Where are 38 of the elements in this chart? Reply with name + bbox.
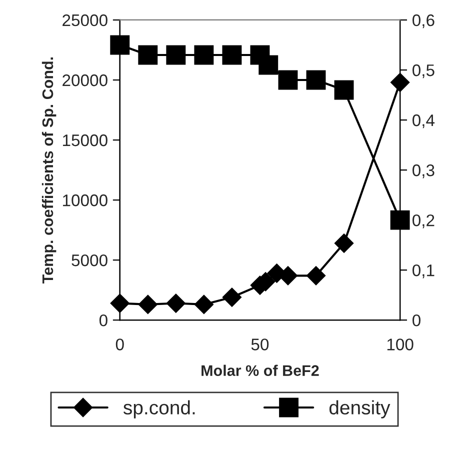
y2-tick-label: 0,6 bbox=[412, 14, 434, 28]
x-axis-title: Molar % of BeF2 bbox=[202, 364, 319, 376]
point bbox=[258, 55, 278, 75]
y2-tick-label: 0,1 bbox=[412, 264, 434, 278]
point bbox=[138, 294, 158, 314]
y-tick-label: 25000 bbox=[62, 14, 108, 26]
x-tick-label: 0 bbox=[116, 338, 124, 350]
point bbox=[306, 70, 326, 90]
y2-tick-label: 0,5 bbox=[412, 64, 434, 78]
point bbox=[222, 288, 242, 307]
point bbox=[390, 210, 410, 230]
y-tick-label: 15000 bbox=[63, 134, 108, 146]
y-tick-label: 0 bbox=[99, 314, 108, 326]
point bbox=[334, 234, 354, 253]
y-tick-label: 10000 bbox=[63, 194, 108, 206]
point bbox=[138, 45, 158, 65]
x-tick-label: 100 bbox=[387, 338, 414, 350]
y-tick-label: 5000 bbox=[72, 254, 108, 266]
point bbox=[194, 294, 214, 314]
point bbox=[110, 294, 130, 313]
point bbox=[334, 80, 354, 100]
point bbox=[222, 45, 242, 65]
legend-label: sp.cond. bbox=[123, 400, 195, 418]
point bbox=[278, 70, 298, 90]
point bbox=[110, 35, 130, 55]
y-axis-title: Temp. coefficients of Sp. Cond. bbox=[42, 57, 56, 284]
legend-label: density bbox=[329, 400, 390, 418]
point bbox=[166, 294, 186, 313]
y2-tick-label: 0,2 bbox=[412, 214, 434, 228]
y-tick-label: 20000 bbox=[62, 74, 108, 86]
y2-tick-label: 0,4 bbox=[412, 114, 435, 128]
y2-tick-label: 0,3 bbox=[412, 164, 434, 178]
point bbox=[194, 45, 214, 65]
point bbox=[390, 72, 410, 92]
x-tick-label: 50 bbox=[251, 338, 269, 350]
point bbox=[166, 45, 186, 65]
y2-tick-label: 0 bbox=[412, 314, 420, 326]
point bbox=[306, 266, 326, 286]
